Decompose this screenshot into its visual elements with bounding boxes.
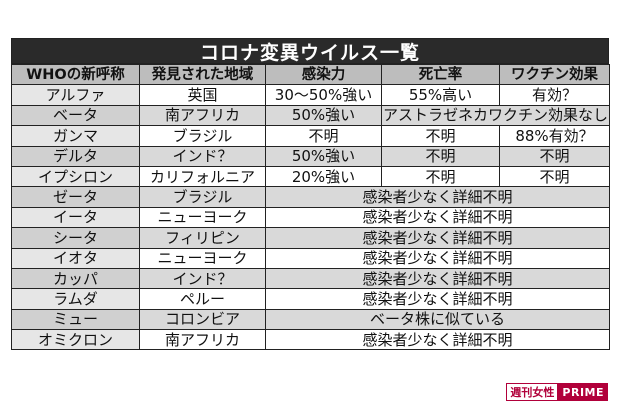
header-region: 発見された地域	[139, 63, 266, 86]
table-row: ゼータ ブラジル 感染者少なく詳細不明	[11, 186, 610, 208]
details-merged-cell: 感染者少なく詳細不明	[265, 206, 610, 229]
infectivity-cell: 30〜50%強い	[265, 84, 382, 106]
variant-region: カリフォルニア	[139, 165, 266, 188]
table-row: イオタ ニューヨーク 感染者少なく詳細不明	[11, 247, 610, 269]
table-row: ベータ 南アフリカ 50%強い アストラゼネカワクチン効果なし	[11, 104, 610, 127]
mortality-cell: 不明	[381, 165, 500, 188]
variant-name: ゼータ	[11, 186, 140, 208]
watermark-magazine-name: 週刊女性	[506, 383, 559, 401]
variant-region: ペルー	[139, 288, 266, 310]
table-row: オミクロン 南アフリカ 感染者少なく詳細不明	[11, 329, 610, 351]
table-row: カッパ インド？ 感染者少なく詳細不明	[11, 267, 610, 290]
infectivity-cell: 50%強い	[265, 145, 382, 167]
variant-name: イオタ	[11, 247, 140, 269]
table-row: イプシロン カリフォルニア 20%強い 不明 不明	[11, 165, 610, 188]
infectivity-cell: 20%強い	[265, 165, 382, 188]
variant-name: カッパ	[11, 267, 140, 290]
details-merged-cell: 感染者少なく詳細不明	[265, 329, 610, 351]
variant-region: ブラジル	[139, 186, 266, 208]
publisher-watermark: 週刊女性 PRIME	[506, 383, 608, 401]
table-row: イータ ニューヨーク 感染者少なく詳細不明	[11, 206, 610, 229]
variant-region: ブラジル	[139, 125, 266, 147]
variant-region: 南アフリカ	[139, 329, 266, 351]
table-row: ラムダ ペルー 感染者少なく詳細不明	[11, 288, 610, 310]
table-title: コロナ変異ウイルス一覧	[11, 38, 609, 64]
details-merged-cell: ベータ株に似ている	[265, 308, 610, 331]
details-merged-cell: 感染者少なく詳細不明	[265, 288, 610, 310]
mortality-cell: 不明	[381, 145, 500, 167]
variant-table-container: コロナ変異ウイルス一覧 WHOの新呼称 発見された地域 感染力 死亡率 ワクチン…	[11, 38, 610, 351]
vaccine-cell: 不明	[499, 145, 610, 167]
table-row: シータ フィリピン 感染者少なく詳細不明	[11, 227, 610, 249]
variant-region: インド？	[139, 145, 266, 167]
vaccine-cell: 88%有効？	[499, 125, 610, 147]
details-merged-cell: 感染者少なく詳細不明	[265, 267, 610, 290]
variant-region: ニューヨーク	[139, 247, 266, 269]
variant-region: 南アフリカ	[139, 104, 266, 127]
variant-name: シータ	[11, 227, 140, 249]
variant-name: ミュー	[11, 308, 140, 331]
mortality-cell: 不明	[381, 125, 500, 147]
vaccine-cell: 有効？	[499, 84, 610, 106]
variant-region: インド？	[139, 267, 266, 290]
variant-name: アルファ	[11, 84, 140, 106]
header-mortality: 死亡率	[381, 63, 500, 86]
variant-region: フィリピン	[139, 227, 266, 249]
variant-name: ベータ	[11, 104, 140, 127]
variant-region: ニューヨーク	[139, 206, 266, 229]
variant-name: ラムダ	[11, 288, 140, 310]
variant-name: デルタ	[11, 145, 140, 167]
details-merged-cell: 感染者少なく詳細不明	[265, 227, 610, 249]
table-row: ガンマ ブラジル 不明 不明 88%有効？	[11, 125, 610, 147]
mortality-cell: 55%高い	[381, 84, 500, 106]
table-row: アルファ 英国 30〜50%強い 55%高い 有効？	[11, 84, 610, 106]
header-infectivity: 感染力	[265, 63, 382, 86]
variant-region: コロンビア	[139, 308, 266, 331]
variant-name: オミクロン	[11, 329, 140, 351]
variant-name: ガンマ	[11, 125, 140, 147]
watermark-prime-label: PRIME	[558, 383, 608, 401]
header-who-name: WHOの新呼称	[11, 63, 140, 86]
table-row: デルタ インド？ 50%強い 不明 不明	[11, 145, 610, 167]
vaccine-cell: 不明	[499, 165, 610, 188]
details-merged-cell: 感染者少なく詳細不明	[265, 247, 610, 269]
infectivity-cell: 不明	[265, 125, 382, 147]
header-vaccine-efficacy: ワクチン効果	[499, 63, 610, 86]
header-row: WHOの新呼称 発見された地域 感染力 死亡率 ワクチン効果	[11, 63, 610, 86]
mortality-vaccine-merged-cell: アストラゼネカワクチン効果なし	[381, 104, 610, 127]
variant-name: イプシロン	[11, 165, 140, 188]
variant-table: WHOの新呼称 発見された地域 感染力 死亡率 ワクチン効果 アルファ 英国 3…	[11, 63, 610, 351]
details-merged-cell: 感染者少なく詳細不明	[265, 186, 610, 208]
variant-region: 英国	[139, 84, 266, 106]
table-row: ミュー コロンビア ベータ株に似ている	[11, 308, 610, 331]
variant-name: イータ	[11, 206, 140, 229]
infectivity-cell: 50%強い	[265, 104, 382, 127]
